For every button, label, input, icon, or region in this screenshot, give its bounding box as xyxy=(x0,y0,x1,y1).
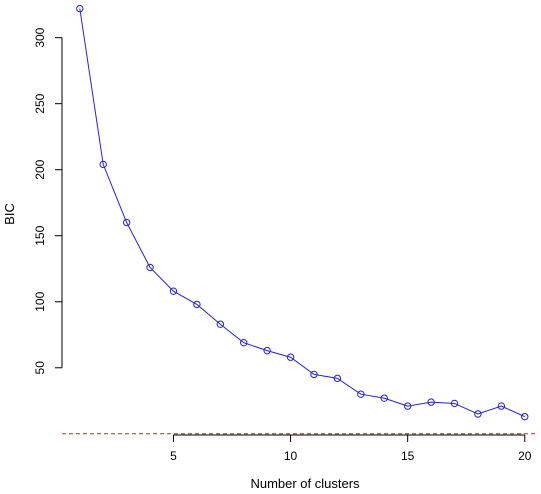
data-point xyxy=(474,410,482,418)
data-point xyxy=(333,374,342,383)
data-point xyxy=(193,300,201,309)
data-point xyxy=(521,412,529,421)
data-point xyxy=(450,399,459,408)
data-point xyxy=(357,390,365,398)
y-tick-label: 50 xyxy=(33,361,47,375)
series-group xyxy=(76,4,529,421)
y-tick-label: 300 xyxy=(33,27,47,47)
data-point xyxy=(497,402,506,410)
data-point xyxy=(427,398,435,406)
data-point xyxy=(169,287,178,295)
data-point xyxy=(286,353,295,361)
x-tick-label: 20 xyxy=(518,449,532,463)
data-point xyxy=(146,263,154,272)
data-point xyxy=(310,370,318,379)
y-axis-label: BIC xyxy=(2,203,17,225)
data-point xyxy=(99,160,107,169)
data-point xyxy=(403,402,412,410)
axes: 5 10 15 20 50 100 150 200 250 300 xyxy=(33,27,532,463)
series-line xyxy=(79,8,525,418)
data-point xyxy=(240,338,248,347)
data-point xyxy=(76,4,84,13)
y-tick-label: 250 xyxy=(33,93,47,113)
data-point xyxy=(380,394,388,402)
y-tick-label: 150 xyxy=(33,225,47,245)
y-tick-label: 200 xyxy=(33,159,47,179)
data-point xyxy=(122,218,131,227)
x-tick-label: 5 xyxy=(170,449,177,463)
y-tick-label: 100 xyxy=(33,291,47,311)
x-tick-label: 10 xyxy=(284,449,298,463)
data-point xyxy=(216,320,225,328)
x-tick-label: 15 xyxy=(401,449,415,463)
x-axis-label: Number of clusters xyxy=(250,476,360,491)
data-point xyxy=(263,346,271,355)
